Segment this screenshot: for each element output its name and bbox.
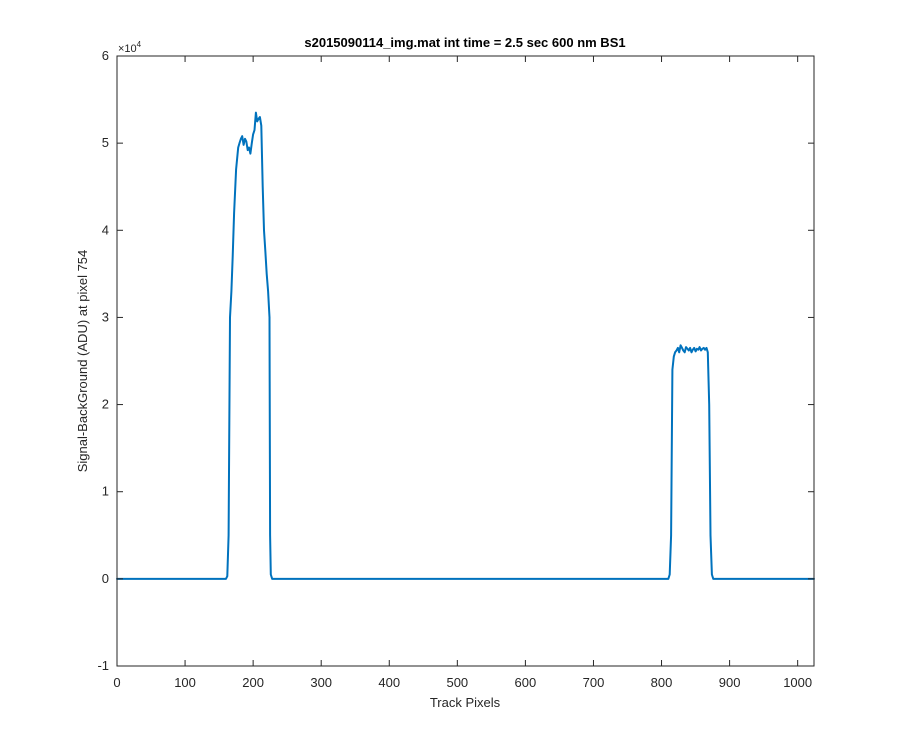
y-tick-label: -1 xyxy=(97,658,109,673)
x-tick-label: 500 xyxy=(446,675,468,690)
tick-layer: 0 100 200 300 400 500 600 700 800 900 1000 -1 0 1 2 3 4 5… xyxy=(97,48,814,690)
x-axis-title: Track Pixels xyxy=(430,695,501,710)
series-layer xyxy=(116,111,815,580)
x-tick-label: 400 xyxy=(378,675,400,690)
x-tick-label: 100 xyxy=(174,675,196,690)
y-axis-title: Signal-BackGround (ADU) at pixel 754 xyxy=(75,250,90,473)
x-tick-label: 900 xyxy=(719,675,741,690)
y-tick-label: 6 xyxy=(102,48,109,63)
chart-title: s2015090114_img.mat int time = 2.5 sec 6… xyxy=(304,35,625,50)
y-tick-label: 3 xyxy=(102,309,109,324)
plot-background xyxy=(117,56,814,666)
y-axis-exponent-power: 4 xyxy=(137,40,142,49)
x-tick-label: 200 xyxy=(242,675,264,690)
x-tick-label: 800 xyxy=(651,675,673,690)
x-tick-label: 1000 xyxy=(783,675,812,690)
y-axis-exponent: ×104 xyxy=(118,40,142,55)
x-tick-label: 700 xyxy=(583,675,605,690)
y-tick-label: 2 xyxy=(102,397,109,412)
y-tick-label: 0 xyxy=(102,571,109,586)
y-tick-label: 4 xyxy=(102,222,109,237)
x-tick-label: 300 xyxy=(310,675,332,690)
series-line-0 xyxy=(116,111,815,580)
y-tick-label: 1 xyxy=(102,484,109,499)
y-tick-label: 5 xyxy=(102,135,109,150)
plot-frame xyxy=(116,55,815,667)
x-tick-label: 0 xyxy=(113,675,120,690)
x-tick-label: 600 xyxy=(515,675,537,690)
y-axis-exponent-base: ×10 xyxy=(118,43,137,55)
